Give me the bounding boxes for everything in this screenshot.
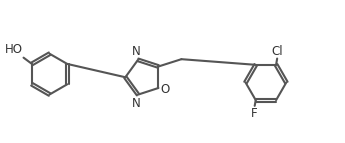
Text: F: F bbox=[252, 107, 258, 120]
Text: N: N bbox=[131, 97, 140, 110]
Text: HO: HO bbox=[4, 43, 22, 56]
Text: N: N bbox=[131, 45, 140, 58]
Text: O: O bbox=[160, 83, 170, 96]
Text: Cl: Cl bbox=[271, 44, 283, 57]
